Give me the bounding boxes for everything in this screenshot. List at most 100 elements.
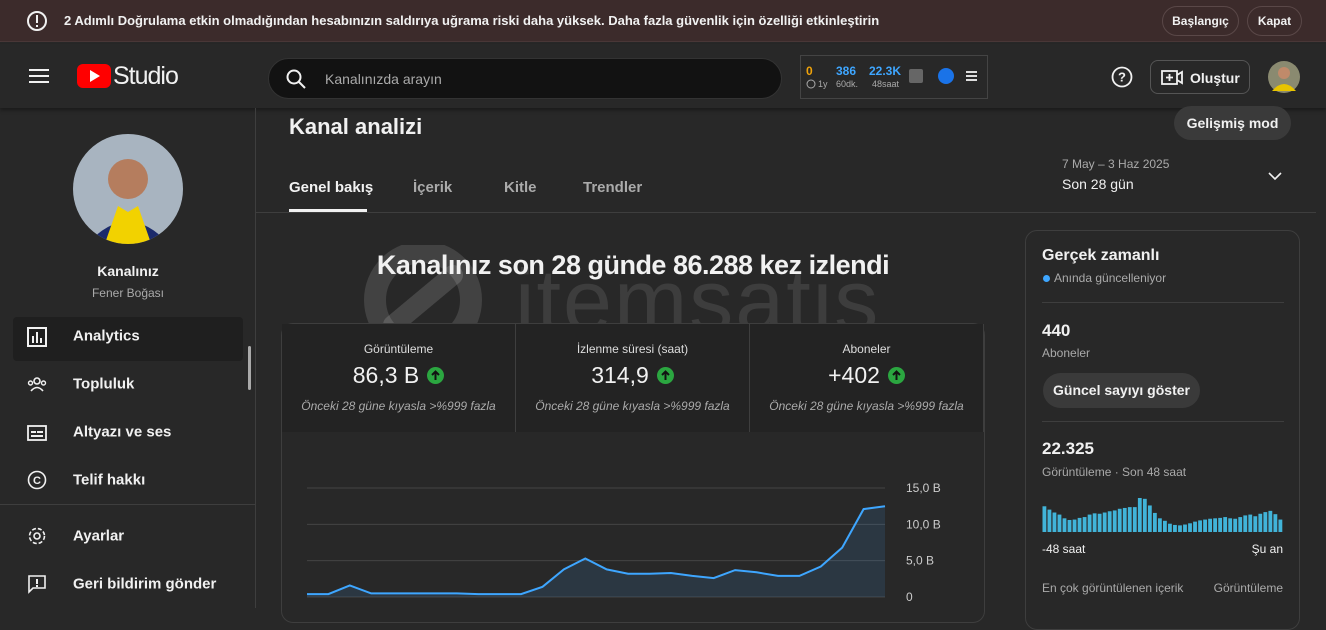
svg-text:C: C: [33, 475, 41, 487]
channel-avatar: [73, 134, 183, 244]
bar: [1273, 514, 1278, 532]
analytics-icon: [27, 327, 47, 347]
tab[interactable]: Kitle: [504, 179, 537, 196]
bar: [1077, 517, 1082, 532]
metric-row: 86,3 B: [282, 362, 515, 389]
bar: [1047, 509, 1052, 532]
divider: [1042, 421, 1284, 422]
metric-value: 86,3 B: [352, 362, 420, 388]
metric-row: +402: [750, 362, 983, 389]
subtitles-icon: [27, 425, 47, 441]
bar: [1152, 512, 1157, 532]
metric-tile[interactable]: İzlenme süresi (saat) 314,9 Önceki 28 güne…: [516, 324, 750, 432]
stat-label: 1y: [818, 79, 828, 89]
metric-tile[interactable]: Görüntüleme 86,3 B Önceki 28 güne kıyasla …: [282, 324, 516, 432]
bar: [1092, 513, 1097, 532]
nav-item[interactable]: Altyazı ve ses: [73, 423, 172, 441]
bar: [1238, 517, 1243, 532]
realtime-status: Anında güncelleniyor: [1054, 271, 1167, 285]
sidebar: Kanalınız Fener Boğası Analytics Toplulu…: [0, 108, 256, 608]
warning-icon: [27, 11, 47, 31]
bar: [1213, 518, 1218, 532]
bar: [1107, 511, 1112, 532]
metric-tile[interactable]: Aboneler +402 Önceki 28 güne kıyasla >%999…: [750, 324, 984, 432]
dropdown-icon[interactable]: [1268, 171, 1282, 181]
bar: [1052, 512, 1057, 532]
svg-text:?: ?: [1118, 70, 1126, 85]
bar: [1208, 518, 1213, 532]
live-dot: [1043, 275, 1050, 282]
metric-label: İzlenme süresi (saat): [576, 342, 689, 356]
tab-indicator: [289, 209, 367, 212]
divider: [0, 504, 256, 505]
y-tick-label: 10,0 B: [906, 517, 941, 531]
nav-item[interactable]: Analytics: [73, 327, 140, 345]
bar: [1168, 523, 1172, 532]
stat-value: 386: [836, 64, 857, 78]
realtime-card: Gerçek zamanlı Anında güncelleniyor 440 …: [1025, 230, 1300, 630]
nav-selected: [13, 317, 243, 361]
bar: [1117, 508, 1122, 532]
nav-item[interactable]: Geri bildirim gönder: [73, 575, 217, 593]
nav-item[interactable]: Topluluk: [73, 375, 135, 393]
bar: [1258, 513, 1263, 532]
bar: [1057, 514, 1062, 532]
tab-active[interactable]: Genel bakış: [289, 179, 374, 196]
show-count-button[interactable]: Güncel sayıyı göster: [1043, 373, 1200, 408]
realtime-title: Gerçek zamanlı: [1042, 247, 1160, 264]
x-start-label: -48 saat: [1042, 542, 1086, 556]
create-button[interactable]: Oluştur: [1150, 60, 1250, 94]
bar: [1097, 513, 1102, 532]
bar: [1228, 518, 1233, 532]
channel-name: Kanalınız: [97, 263, 159, 279]
period[interactable]: Son 28 gün: [1062, 176, 1134, 192]
metric-label: Aboneler: [842, 342, 891, 356]
line: [307, 505, 886, 596]
advanced-mode-button[interactable]: Gelişmiş mod: [1174, 106, 1291, 140]
bar: [1278, 519, 1283, 532]
community-icon: [27, 377, 47, 392]
bar: [1067, 519, 1072, 532]
help-icon[interactable]: ?: [1111, 66, 1133, 88]
header: Studio Kanalınızda arayın 0 1y 386 60dk.…: [0, 44, 1326, 108]
banner-message: 2 Adımlı Doğrulama etkin olmadığından he…: [64, 13, 880, 28]
subscriber-label: Aboneler: [1042, 346, 1091, 360]
y-tick-label: 15,0 B: [906, 481, 941, 495]
divider: [256, 212, 1316, 213]
bar: [1193, 521, 1197, 532]
bar: [1122, 507, 1127, 532]
bar: [1112, 510, 1117, 532]
start-button[interactable]: Başlangıç: [1162, 6, 1239, 36]
bar: [1248, 514, 1253, 532]
bar: [1132, 507, 1137, 532]
headline: Kanalınız son 28 günde 86.288 kez izlend…: [376, 250, 890, 280]
warning-banner: 2 Adımlı Doğrulama etkin olmadığından he…: [0, 0, 1326, 42]
bar: [1062, 518, 1067, 532]
bar: [1178, 525, 1182, 532]
copyright-icon: C: [27, 470, 47, 490]
nav-item[interactable]: Ayarlar: [73, 527, 125, 545]
metric-label: Görüntüleme: [363, 342, 434, 356]
search-box[interactable]: Kanalınızda arayın: [268, 58, 782, 99]
realtime-views: 22.325: [1042, 439, 1094, 458]
bar: [1268, 510, 1273, 532]
account-avatar[interactable]: [1268, 61, 1300, 93]
bar: [1188, 523, 1192, 532]
clock-icon: [806, 79, 816, 89]
menu-icon[interactable]: [29, 68, 49, 84]
bar: [1147, 505, 1152, 532]
scrollbar[interactable]: [248, 346, 251, 390]
close-button[interactable]: Kapat: [1247, 6, 1302, 36]
nav-item[interactable]: Telif hakkı: [73, 471, 146, 489]
bar: [1198, 520, 1202, 532]
bar: [1163, 520, 1167, 532]
bar: [1263, 512, 1268, 532]
bar: [1127, 507, 1132, 532]
tab[interactable]: İçerik: [413, 179, 453, 196]
feedback-icon: [28, 575, 46, 594]
bar: [1253, 516, 1258, 532]
bar: [1087, 514, 1092, 532]
stat-label: 48saat: [872, 79, 900, 89]
metric-value: 314,9: [591, 362, 649, 388]
tab[interactable]: Trendler: [583, 179, 643, 196]
